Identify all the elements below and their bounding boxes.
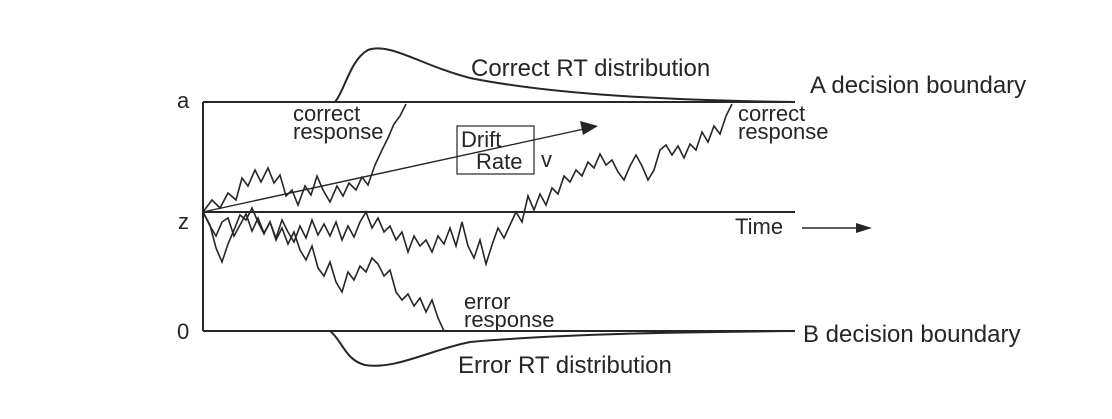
drift-rate-arrow-line	[202, 128, 585, 213]
correct-response-left-line1: correct	[293, 101, 360, 126]
correct-response-right-line2: response	[738, 119, 829, 144]
error-rt-distribution-label: Error RT distribution	[458, 352, 672, 379]
a-decision-boundary-label: A decision boundary	[810, 72, 1026, 99]
sample-path-error	[202, 206, 445, 332]
drift-rate-box	[456, 125, 535, 175]
axis-label-z: z	[178, 209, 189, 234]
time-arrowhead	[856, 223, 872, 233]
b-decision-boundary-label: B decision boundary	[803, 321, 1020, 348]
drift-symbol-v: v	[541, 147, 552, 172]
axis-label-0: 0	[177, 319, 189, 344]
time-label: Time	[735, 214, 783, 239]
sample-path-correct-left	[202, 103, 407, 213]
drift-label-line1: Drift	[461, 127, 501, 152]
correct-response-right-line1: correct	[738, 101, 805, 126]
drift-rate-arrowhead	[580, 121, 598, 135]
error-response-line1: error	[464, 289, 510, 314]
sample-path-correct-right	[202, 103, 733, 267]
error-rt-distribution-curve	[329, 330, 796, 367]
axis-label-a: a	[177, 88, 190, 113]
error-response-line2: response	[464, 307, 555, 332]
correct-response-left-line2: response	[293, 119, 384, 144]
correct-rt-distribution-curve	[334, 47, 796, 103]
drift-label-line2: Rate	[476, 149, 522, 174]
correct-rt-distribution-label: Correct RT distribution	[471, 55, 710, 82]
